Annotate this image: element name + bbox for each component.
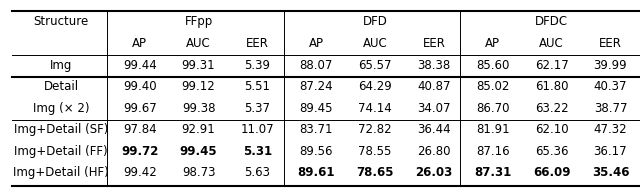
Text: 99.72: 99.72 — [121, 145, 158, 158]
Text: 66.09: 66.09 — [533, 166, 570, 179]
Text: AP: AP — [485, 37, 500, 50]
Text: 98.73: 98.73 — [182, 166, 215, 179]
Text: Img+Detail (HF): Img+Detail (HF) — [13, 166, 109, 179]
Text: 40.87: 40.87 — [417, 80, 451, 93]
Text: 87.16: 87.16 — [476, 145, 509, 158]
Text: 88.07: 88.07 — [300, 59, 333, 72]
Text: 38.77: 38.77 — [594, 102, 627, 115]
Text: 5.39: 5.39 — [244, 59, 270, 72]
Text: 78.65: 78.65 — [356, 166, 394, 179]
Text: 5.63: 5.63 — [244, 166, 270, 179]
Text: 34.07: 34.07 — [417, 102, 451, 115]
Text: 5.37: 5.37 — [244, 102, 270, 115]
Text: AP: AP — [132, 37, 147, 50]
Text: 62.17: 62.17 — [535, 59, 568, 72]
Text: Img: Img — [50, 59, 72, 72]
Text: 99.31: 99.31 — [182, 59, 215, 72]
Text: 5.51: 5.51 — [244, 80, 270, 93]
Text: 97.84: 97.84 — [123, 123, 157, 136]
Text: EER: EER — [422, 37, 445, 50]
Text: 62.10: 62.10 — [535, 123, 568, 136]
Text: 99.45: 99.45 — [180, 145, 218, 158]
Text: 78.55: 78.55 — [358, 145, 392, 158]
Text: 99.42: 99.42 — [123, 166, 157, 179]
Text: DFD: DFD — [363, 15, 387, 28]
Text: 86.70: 86.70 — [476, 102, 509, 115]
Text: 36.17: 36.17 — [594, 145, 627, 158]
Text: 87.24: 87.24 — [300, 80, 333, 93]
Text: AP: AP — [308, 37, 324, 50]
Text: Structure: Structure — [34, 15, 89, 28]
Text: 26.03: 26.03 — [415, 166, 452, 179]
Text: FFpp: FFpp — [184, 15, 212, 28]
Text: 89.61: 89.61 — [298, 166, 335, 179]
Text: 99.44: 99.44 — [123, 59, 157, 72]
Text: 47.32: 47.32 — [594, 123, 627, 136]
Text: 89.45: 89.45 — [300, 102, 333, 115]
Text: 39.99: 39.99 — [594, 59, 627, 72]
Text: 26.80: 26.80 — [417, 145, 451, 158]
Text: Img (× 2): Img (× 2) — [33, 102, 90, 115]
Text: 61.80: 61.80 — [535, 80, 568, 93]
Text: Img+Detail (SF): Img+Detail (SF) — [14, 123, 108, 136]
Text: 99.67: 99.67 — [123, 102, 157, 115]
Text: 65.36: 65.36 — [535, 145, 568, 158]
Text: 64.29: 64.29 — [358, 80, 392, 93]
Text: 38.38: 38.38 — [417, 59, 451, 72]
Text: AUC: AUC — [186, 37, 211, 50]
Text: 72.82: 72.82 — [358, 123, 392, 136]
Text: 40.37: 40.37 — [594, 80, 627, 93]
Text: 99.38: 99.38 — [182, 102, 215, 115]
Text: EER: EER — [246, 37, 269, 50]
Text: 11.07: 11.07 — [241, 123, 274, 136]
Text: EER: EER — [599, 37, 622, 50]
Text: 81.91: 81.91 — [476, 123, 509, 136]
Text: 74.14: 74.14 — [358, 102, 392, 115]
Text: 63.22: 63.22 — [535, 102, 568, 115]
Text: 65.57: 65.57 — [358, 59, 392, 72]
Text: 35.46: 35.46 — [592, 166, 629, 179]
Text: AUC: AUC — [540, 37, 564, 50]
Text: 92.91: 92.91 — [182, 123, 216, 136]
Text: Img+Detail (FF): Img+Detail (FF) — [15, 145, 108, 158]
Text: AUC: AUC — [363, 37, 387, 50]
Text: 99.12: 99.12 — [182, 80, 216, 93]
Text: 99.40: 99.40 — [123, 80, 157, 93]
Text: 85.02: 85.02 — [476, 80, 509, 93]
Text: 87.31: 87.31 — [474, 166, 511, 179]
Text: DFDC: DFDC — [535, 15, 568, 28]
Text: 83.71: 83.71 — [300, 123, 333, 136]
Text: Detail: Detail — [44, 80, 79, 93]
Text: 5.31: 5.31 — [243, 145, 272, 158]
Text: 85.60: 85.60 — [476, 59, 509, 72]
Text: 89.56: 89.56 — [300, 145, 333, 158]
Text: 36.44: 36.44 — [417, 123, 451, 136]
